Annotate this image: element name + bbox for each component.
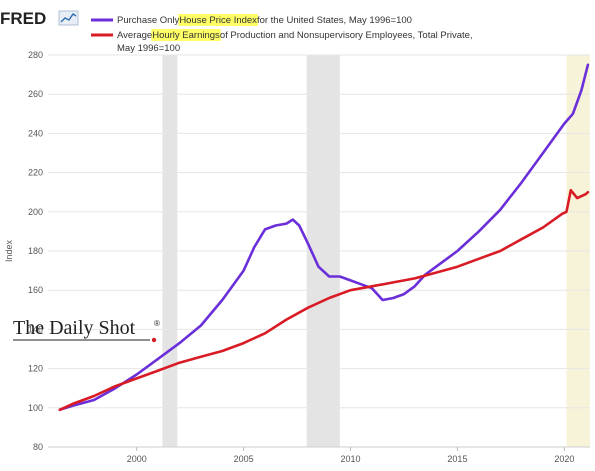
y-tick-label: 200 [28, 207, 43, 217]
x-tick-label: 2000 [127, 454, 147, 464]
legend: Purchase Only House Price Index for the … [91, 14, 473, 54]
legend-text: of Production and Nonsupervisory Employe… [220, 30, 473, 41]
legend-highlight [151, 29, 221, 41]
fred-logo: FRED [0, 9, 46, 28]
watermark-registered-mark: ® [154, 319, 160, 328]
y-axis-label: Index [4, 239, 14, 262]
y-tick-label: 260 [28, 89, 43, 99]
y-tick-label: 120 [28, 364, 43, 374]
y-tick-label: 220 [28, 168, 43, 178]
series-lines [58, 63, 590, 412]
daily-shot-watermark: The Daily Shot ® [13, 317, 160, 343]
x-tick-label: 2020 [554, 454, 574, 464]
y-tick-label: 80 [33, 442, 43, 452]
legend-text: Purchase Only [117, 15, 180, 26]
legend-highlight-text: House Price Index [179, 15, 257, 26]
y-tick-label: 280 [28, 50, 43, 60]
legend-text: Average [117, 30, 152, 41]
house-price-index-line [58, 63, 590, 412]
x-axis: 2000 2005 2010 2015 2020 [48, 446, 590, 464]
y-tick-label: 240 [28, 128, 43, 138]
y-tick-label: 180 [28, 246, 43, 256]
x-tick-label: 2010 [341, 454, 361, 464]
y-tick-label: 140 [28, 324, 43, 334]
hourly-earnings-line [58, 188, 590, 412]
watermark-text: The Daily Shot [13, 317, 136, 339]
x-tick-label: 2015 [447, 454, 467, 464]
y-axis: 80 100 120 140 160 180 200 220 240 260 280 [28, 50, 43, 452]
x-tick-label: 2005 [234, 454, 254, 464]
legend-text: for the United States, May 1996=100 [257, 15, 412, 26]
y-tick-label: 160 [28, 285, 43, 295]
fred-chart-icon [58, 10, 79, 26]
y-tick-label: 100 [28, 403, 43, 413]
legend-text: May 1996=100 [117, 43, 180, 54]
watermark-dot [151, 337, 157, 343]
legend-highlight-text: Hourly Earnings [152, 30, 220, 41]
legend-highlight [178, 14, 258, 26]
